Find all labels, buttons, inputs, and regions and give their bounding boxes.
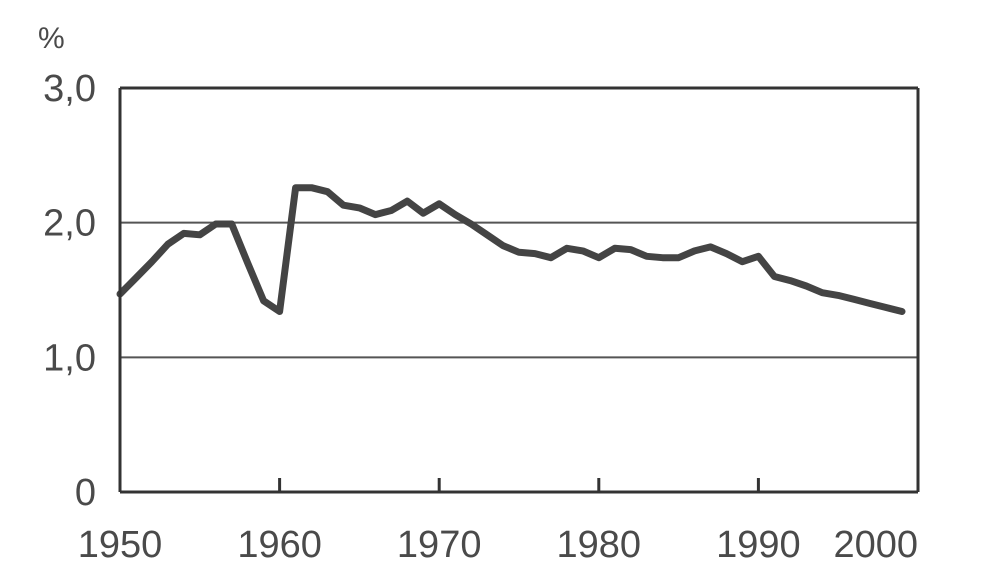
x-tick-label-1970: 1970 — [397, 524, 482, 566]
y-tick-label-2-0: 2,0 — [43, 203, 96, 245]
y-tick-label-1-0: 1,0 — [43, 337, 96, 379]
grid-layer — [120, 221, 918, 359]
series-line — [116, 184, 906, 315]
y-unit-label: % — [38, 22, 65, 55]
x-tick-label-2000: 2000 — [833, 524, 918, 566]
frame-layer — [118, 86, 920, 494]
x-tick-label-1980: 1980 — [557, 524, 642, 566]
y-tick-label-3-0: 3,0 — [43, 68, 96, 110]
x-tick-label-1990: 1990 — [716, 524, 801, 566]
x-tick-label-1950: 1950 — [78, 524, 163, 566]
x-tick-label-1960: 1960 — [237, 524, 322, 566]
series-layer — [116, 184, 906, 315]
y-tick-label-0: 0 — [75, 472, 96, 514]
label-layer: % 1950 1960 1970 1980 1990 2000 0 1,0 2,0 3,0 — [38, 22, 918, 566]
